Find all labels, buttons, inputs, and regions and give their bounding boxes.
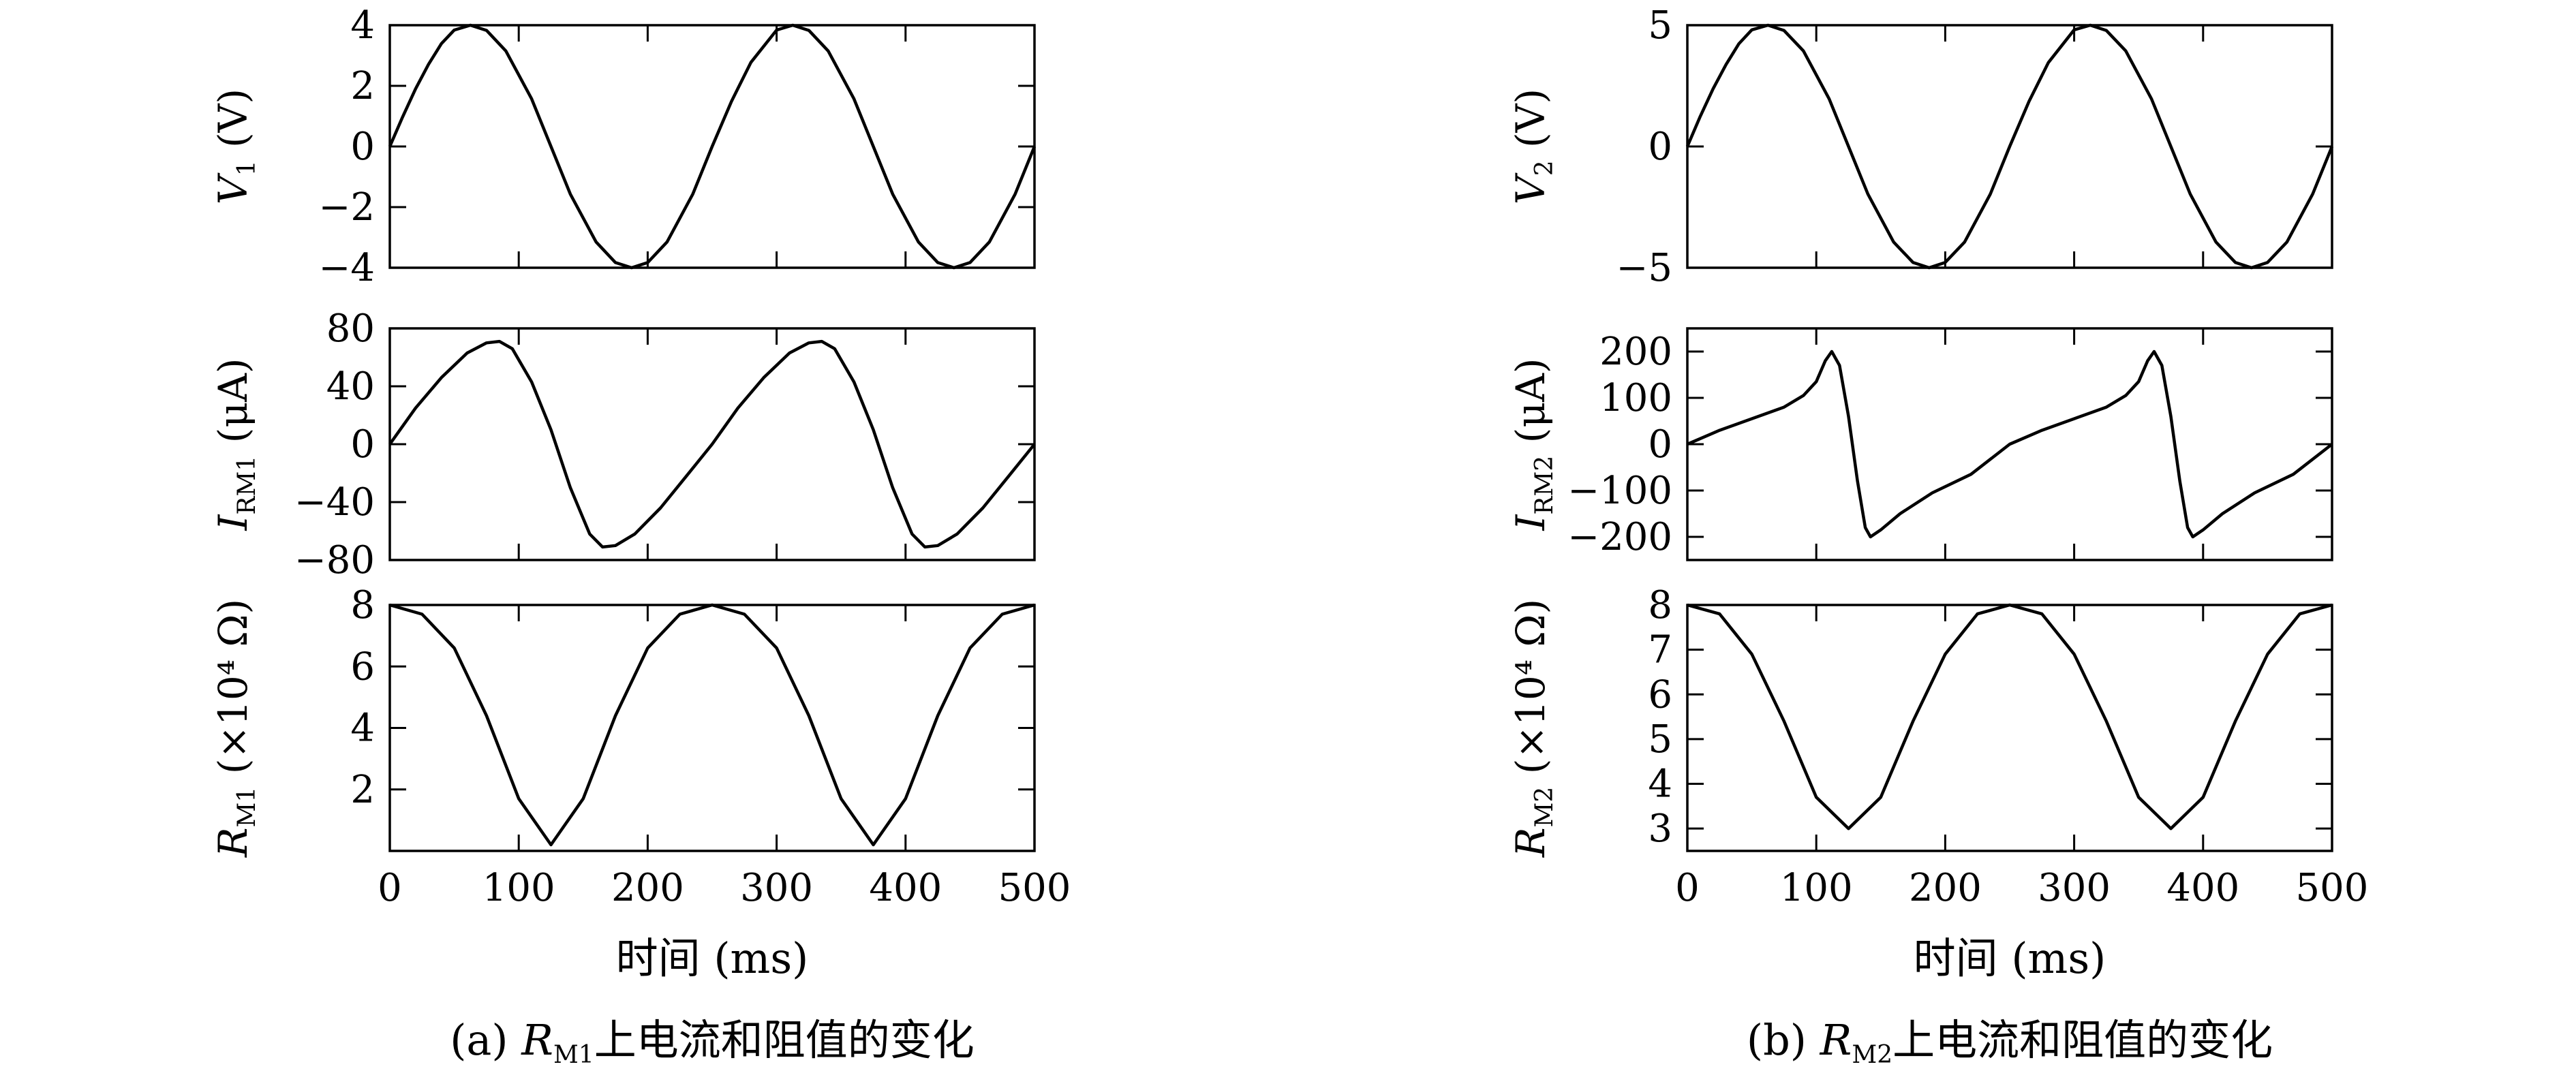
series-line — [388, 23, 1037, 270]
y-tick-label: 5 — [1648, 3, 1672, 48]
y-tick-label: −4 — [318, 246, 375, 290]
y-tick-label: 0 — [350, 422, 375, 467]
y-tick-label: 7 — [1648, 628, 1672, 672]
y-tick-label: 2 — [350, 64, 375, 108]
y-tick-label: 100 — [1599, 376, 1672, 420]
y-tick-label: 4 — [350, 3, 375, 48]
x-tick-label: 200 — [1909, 866, 1982, 910]
y-tick-label: −200 — [1567, 515, 1672, 559]
y-tick-label: 40 — [326, 364, 375, 409]
figure-caption: (b) RM2上电流和阻值的变化 — [1747, 1015, 2273, 1069]
y-tick-label: 5 — [1648, 717, 1672, 762]
x-tick-label: 0 — [378, 866, 402, 910]
caption-sub: M1 — [553, 1041, 594, 1069]
y-axis-label-unit: (V) — [1507, 89, 1554, 161]
y-axis-label-unit: (μA) — [1507, 358, 1554, 455]
series-line — [389, 603, 1035, 847]
y-axis-label-var: R — [1507, 827, 1554, 858]
y-tick-label: 0 — [1648, 125, 1672, 169]
y-axis-label-var: V — [210, 172, 256, 204]
x-tick-label: 0 — [1675, 866, 1700, 910]
y-tick-label: 0 — [1648, 422, 1672, 467]
y-tick-label: 8 — [350, 583, 375, 627]
panel-a-2: 80 40 0 −40 −80 IRM1 (μA) — [210, 307, 1036, 582]
caption-prefix: (a) — [450, 1015, 521, 1065]
y-axis-label-sub: 2 — [1531, 160, 1559, 176]
y-axis-label: RM2 (×10⁴ Ω) — [1507, 599, 1559, 858]
y-axis-label: RM1 (×10⁴ Ω) — [210, 599, 261, 858]
y-tick-label: −40 — [294, 480, 375, 525]
y-axis-label-sub: M2 — [1531, 787, 1559, 828]
y-axis-label-sub: M1 — [233, 787, 261, 828]
y-axis-label-sub: RM1 — [233, 456, 261, 515]
panel-a-1: 4 2 0 −2 −4 V1 (V) — [210, 3, 1037, 290]
y-tick-label: −80 — [294, 538, 375, 582]
y-tick-label: 4 — [1648, 762, 1672, 807]
caption-sub: M2 — [1852, 1041, 1892, 1069]
y-tick-label: 2 — [350, 768, 375, 812]
series-line — [1687, 349, 2333, 539]
x-tick-label: 400 — [869, 866, 942, 910]
y-axis-label-unit: (V) — [210, 89, 256, 161]
y-axis-label: V1 (V) — [210, 89, 261, 204]
y-tick-label: 3 — [1648, 807, 1672, 851]
x-axis-label: 时间 (ms) — [616, 933, 809, 983]
y-tick-label: −100 — [1567, 469, 1672, 513]
y-axis-label-var: V — [1507, 172, 1554, 204]
x-tick-label: 100 — [482, 866, 555, 910]
y-axis-label-unit: (μA) — [210, 358, 256, 455]
y-axis-label-var: R — [210, 827, 256, 858]
x-tick-label: 200 — [611, 866, 684, 910]
y-tick-label: 80 — [326, 307, 375, 351]
x-tick-label: 100 — [1780, 866, 1853, 910]
y-tick-label: 6 — [350, 644, 375, 689]
plot-frame — [1686, 604, 2333, 852]
x-axis-label: 时间 (ms) — [1914, 933, 2106, 983]
series-line — [1685, 23, 2334, 270]
y-tick-label: 4 — [350, 706, 375, 751]
y-axis-label: IRM1 (μA) — [210, 358, 261, 531]
caption-var: R — [521, 1015, 553, 1065]
figure-caption: (a) RM1上电流和阻值的变化 — [450, 1015, 975, 1069]
y-axis-label-unit: (×10⁴ Ω) — [210, 599, 256, 787]
panel-a-3: 8 6 4 2 RM1 (×10⁴ Ω) — [210, 583, 1036, 858]
caption-prefix: (b) — [1747, 1015, 1820, 1065]
y-tick-label: 8 — [1648, 583, 1672, 627]
plot-frame — [388, 604, 1036, 852]
x-tick-label: 500 — [2296, 866, 2369, 910]
y-tick-label: 6 — [1648, 672, 1672, 717]
y-axis-label-var: I — [210, 514, 256, 531]
series-line — [1687, 603, 2333, 830]
y-tick-label: −5 — [1616, 246, 1672, 290]
caption-var: R — [1820, 1015, 1852, 1065]
caption-text: 上电流和阻值的变化 — [1892, 1015, 2273, 1065]
y-axis-label-unit: (×10⁴ Ω) — [1507, 599, 1554, 787]
x-tick-label: 500 — [998, 866, 1071, 910]
x-tick-label: 300 — [2038, 866, 2111, 910]
caption-text: 上电流和阻值的变化 — [594, 1015, 975, 1065]
panel-b-1: 5 0 −5 V2 (V) — [1507, 3, 2334, 290]
series-line — [388, 339, 1036, 549]
y-tick-label: −2 — [318, 185, 375, 230]
y-axis-label-sub: 1 — [233, 160, 261, 176]
x-tick-label: 400 — [2166, 866, 2239, 910]
y-axis-label: IRM2 (μA) — [1507, 358, 1559, 531]
x-tick-label: 300 — [740, 866, 813, 910]
y-tick-label: 200 — [1599, 330, 1672, 374]
y-axis-label-var: I — [1507, 514, 1554, 531]
y-axis-label: V2 (V) — [1507, 89, 1559, 204]
y-axis-label-sub: RM2 — [1531, 456, 1559, 515]
y-tick-label: 0 — [350, 125, 375, 169]
